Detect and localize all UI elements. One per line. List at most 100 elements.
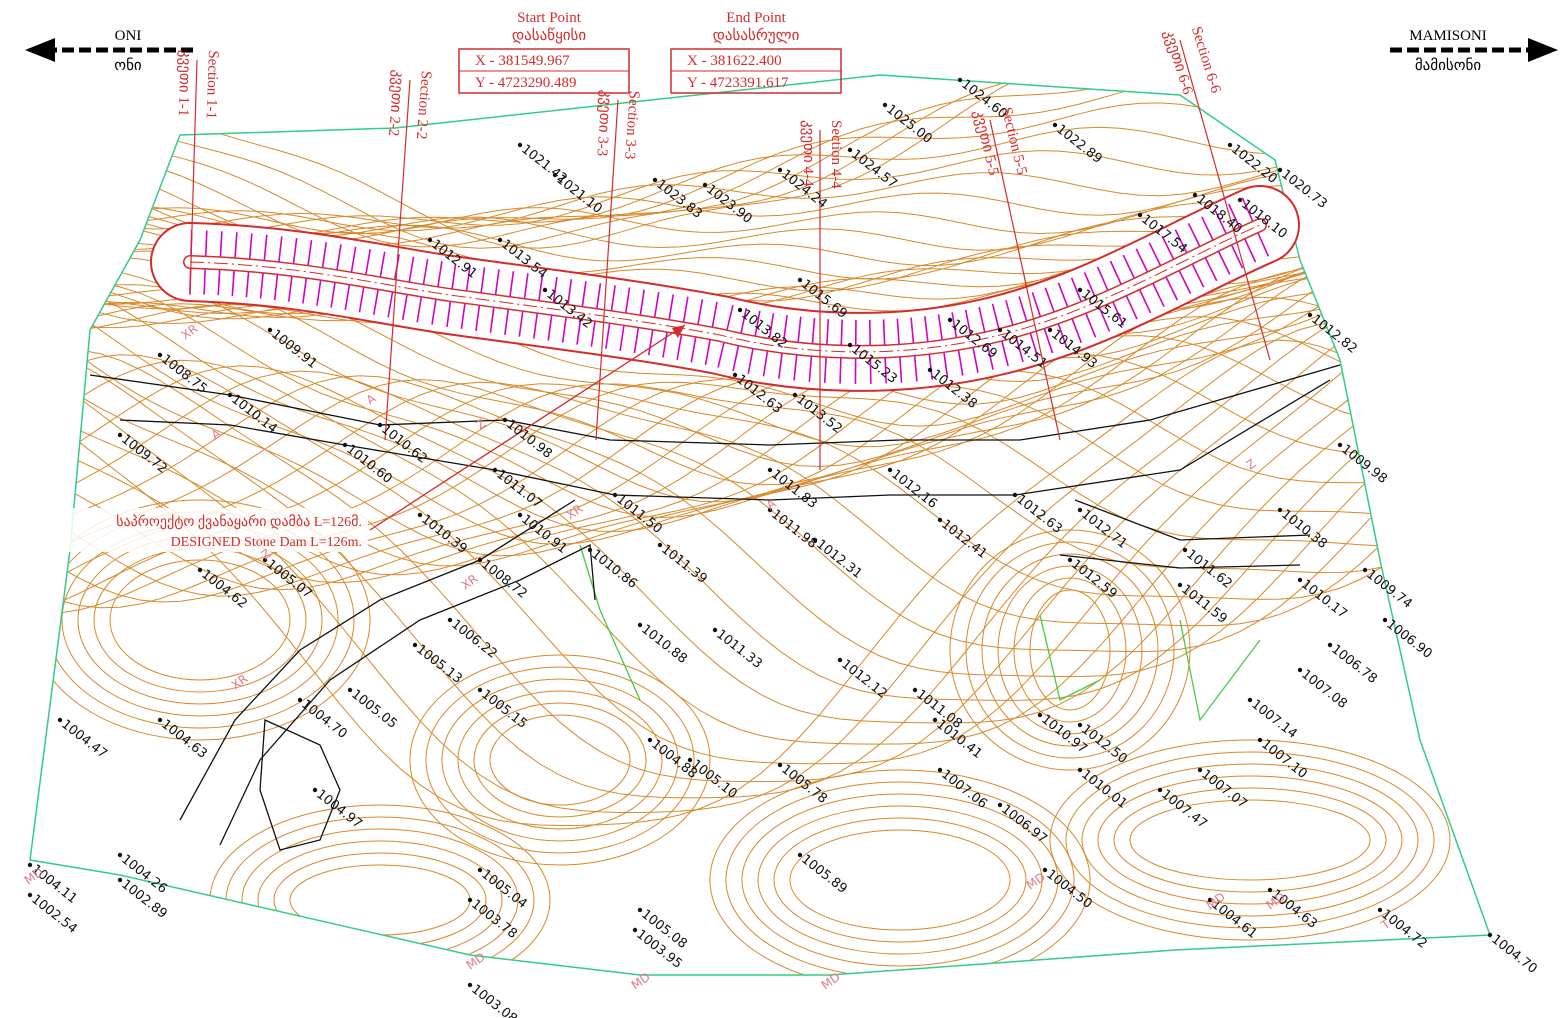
spot-point (1077, 287, 1083, 293)
spot-point (1382, 617, 1388, 623)
spot-point (447, 617, 453, 623)
label-bg (8, 508, 368, 552)
section-label-ka: კვეთი 1-1 (175, 50, 193, 117)
spot-point (1237, 197, 1243, 203)
spot-point (1267, 887, 1273, 893)
contour (1097, 775, 1403, 905)
spot-point (27, 862, 33, 868)
contour (441, 678, 679, 842)
spot-point (927, 367, 933, 373)
spot-point (687, 757, 693, 763)
spot-point (477, 687, 483, 693)
contour (30, 75, 1490, 248)
title: Start Point (517, 10, 582, 26)
contour (709, 769, 1091, 975)
contour (30, 75, 1490, 249)
spot-point (377, 422, 383, 428)
spot-point (227, 392, 233, 398)
contour (30, 499, 371, 741)
contour (30, 214, 1490, 324)
spot-point (1297, 577, 1303, 583)
spot-point (1362, 567, 1368, 573)
spot-point (1307, 312, 1313, 318)
spot-point (912, 687, 918, 693)
spot-point (1337, 442, 1343, 448)
breakline (1179, 619, 1261, 722)
contour (30, 211, 1490, 427)
contour (949, 529, 1191, 771)
contour (30, 335, 1490, 584)
spot-point (637, 907, 643, 913)
spot-point (1182, 547, 1188, 553)
leader-arrow (369, 324, 686, 531)
spot-point (517, 142, 523, 148)
contour (30, 296, 1490, 567)
contour (30, 141, 1490, 232)
contour (473, 702, 647, 818)
contour (725, 781, 1075, 975)
spot-point (947, 317, 953, 323)
spot-point (1037, 712, 1043, 718)
spot-point (312, 787, 318, 793)
dam-label-en: DESIGNED Stone Dam L=126m. (171, 535, 362, 550)
title: End Point (726, 10, 786, 26)
contour (30, 305, 1490, 724)
spot-point (267, 327, 273, 333)
spot-point (1277, 167, 1283, 173)
spot-point (412, 642, 418, 648)
spot-point (632, 927, 638, 933)
spot-point (477, 557, 483, 563)
spot-point (937, 767, 943, 773)
spot-point (1077, 767, 1083, 773)
spot-point (1157, 787, 1163, 793)
contour (1013, 577, 1127, 723)
section-line (384, 79, 411, 441)
coord-x: X - 381622.400 (687, 53, 782, 69)
spot-point (117, 877, 123, 883)
spot-point (467, 897, 473, 903)
spot-point (1247, 697, 1253, 703)
spot-point (837, 657, 843, 663)
contour (409, 654, 711, 866)
road-label-ka: მამისონი (1415, 57, 1482, 74)
contour (741, 793, 1059, 967)
spot-point (712, 627, 718, 633)
contour (30, 272, 1490, 765)
spot-point (342, 442, 348, 448)
spot-point (1487, 932, 1493, 938)
spot-point (932, 717, 938, 723)
spot-point (262, 557, 268, 563)
start-point: Start Point დასაწყისი X - 381549.967 Y -… (458, 10, 630, 94)
spot-point (1227, 142, 1233, 148)
coord-y: Y - 4723290.489 (475, 75, 577, 91)
contour (773, 817, 1027, 943)
spot-point (847, 147, 853, 153)
spot-point (637, 622, 643, 628)
section-line (189, 59, 198, 296)
contour (457, 690, 663, 830)
spot-point (1297, 667, 1303, 673)
contour (30, 371, 1490, 677)
spot-point (1192, 192, 1198, 198)
spot-point (767, 507, 773, 513)
spot-point (792, 392, 798, 398)
title-ka: დასასრული (713, 27, 800, 44)
spot-point (1052, 122, 1058, 128)
section-line (989, 119, 1061, 441)
spot-point (847, 342, 853, 348)
spot-point (1137, 212, 1143, 218)
contour (757, 805, 1043, 955)
spot-point (1042, 867, 1048, 873)
section-line (1179, 39, 1271, 361)
spot-point (887, 467, 893, 473)
contour (30, 304, 1490, 799)
title-ka: დასაწყისი (512, 27, 586, 44)
contour (1029, 589, 1111, 711)
spot-point (492, 467, 498, 473)
site-boundary (29, 74, 1492, 976)
section-label-ka: კვეთი 4-4 (800, 120, 816, 187)
spot-point (1207, 897, 1213, 903)
breakline (579, 544, 641, 701)
contour (1081, 763, 1419, 917)
